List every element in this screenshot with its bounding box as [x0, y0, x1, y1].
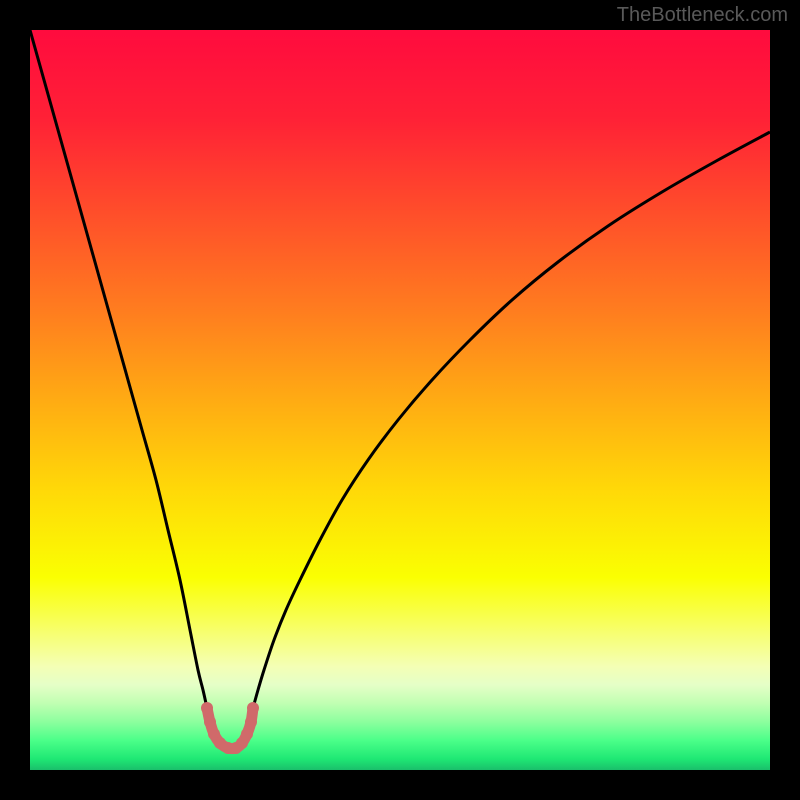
curve-left-branch: [30, 30, 207, 708]
curve-right-branch: [253, 132, 770, 708]
curve-layer: [30, 30, 770, 770]
plot-area: [30, 30, 770, 770]
watermark-text: TheBottleneck.com: [617, 4, 788, 27]
